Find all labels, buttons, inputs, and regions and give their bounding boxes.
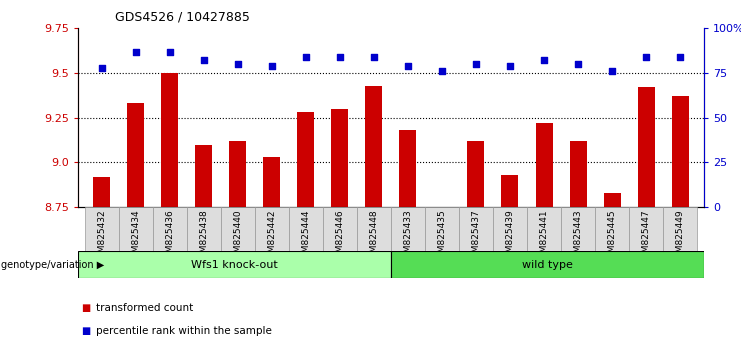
Bar: [604, 193, 620, 207]
Point: [538, 58, 550, 63]
Bar: [493, 207, 527, 251]
Bar: [629, 207, 663, 251]
Bar: [229, 141, 246, 207]
Bar: [536, 123, 553, 207]
Text: GSM825441: GSM825441: [539, 209, 548, 264]
Bar: [671, 96, 688, 207]
Text: ■: ■: [82, 326, 90, 336]
Point: [436, 68, 448, 74]
Bar: [263, 157, 280, 207]
Point: [674, 54, 686, 60]
Bar: [119, 207, 153, 251]
Text: GSM825433: GSM825433: [403, 209, 413, 264]
Text: percentile rank within the sample: percentile rank within the sample: [96, 326, 272, 336]
Bar: [570, 141, 587, 207]
Bar: [502, 175, 519, 207]
Text: GSM825437: GSM825437: [471, 209, 480, 264]
Point: [164, 49, 176, 55]
Text: wild type: wild type: [522, 259, 573, 270]
Text: GSM825449: GSM825449: [676, 209, 685, 264]
Point: [232, 61, 244, 67]
Bar: [162, 73, 178, 207]
Bar: [468, 141, 485, 207]
Text: Wfs1 knock-out: Wfs1 knock-out: [191, 259, 278, 270]
Bar: [127, 103, 144, 207]
Bar: [459, 207, 493, 251]
Text: ■: ■: [82, 303, 90, 313]
Bar: [221, 207, 255, 251]
Bar: [357, 207, 391, 251]
Point: [130, 49, 142, 55]
Text: GSM825446: GSM825446: [336, 209, 345, 264]
Bar: [663, 207, 697, 251]
Text: GSM825439: GSM825439: [505, 209, 514, 264]
Bar: [399, 130, 416, 207]
Text: GDS4526 / 10427885: GDS4526 / 10427885: [115, 11, 250, 24]
Point: [402, 63, 413, 69]
Text: GSM825445: GSM825445: [608, 209, 617, 264]
Point: [504, 63, 516, 69]
Text: transformed count: transformed count: [96, 303, 193, 313]
Bar: [365, 86, 382, 207]
Bar: [391, 251, 704, 278]
Point: [606, 68, 618, 74]
Point: [96, 65, 107, 70]
Text: GSM825435: GSM825435: [437, 209, 446, 264]
Text: GSM825438: GSM825438: [199, 209, 208, 264]
Bar: [527, 207, 561, 251]
Point: [572, 61, 584, 67]
Bar: [323, 207, 357, 251]
Text: GSM825432: GSM825432: [97, 209, 106, 264]
Point: [300, 54, 312, 60]
Bar: [391, 207, 425, 251]
Point: [198, 58, 210, 63]
Text: GSM825440: GSM825440: [233, 209, 242, 264]
Point: [640, 54, 652, 60]
Bar: [561, 207, 595, 251]
Point: [266, 63, 278, 69]
Text: GSM825447: GSM825447: [642, 209, 651, 264]
Bar: [84, 207, 119, 251]
Bar: [289, 207, 323, 251]
Bar: [78, 251, 391, 278]
Bar: [637, 87, 654, 207]
Point: [368, 54, 380, 60]
Text: GSM825436: GSM825436: [165, 209, 174, 264]
Text: GSM825444: GSM825444: [302, 209, 310, 264]
Bar: [93, 177, 110, 207]
Bar: [187, 207, 221, 251]
Bar: [331, 109, 348, 207]
Point: [334, 54, 346, 60]
Text: GSM825434: GSM825434: [131, 209, 140, 264]
Text: genotype/variation ▶: genotype/variation ▶: [1, 259, 104, 270]
Bar: [195, 144, 212, 207]
Bar: [153, 207, 187, 251]
Bar: [255, 207, 289, 251]
Bar: [595, 207, 629, 251]
Text: GSM825442: GSM825442: [268, 209, 276, 264]
Text: GSM825448: GSM825448: [369, 209, 379, 264]
Bar: [297, 112, 314, 207]
Point: [470, 61, 482, 67]
Text: GSM825443: GSM825443: [574, 209, 582, 264]
Bar: [425, 207, 459, 251]
